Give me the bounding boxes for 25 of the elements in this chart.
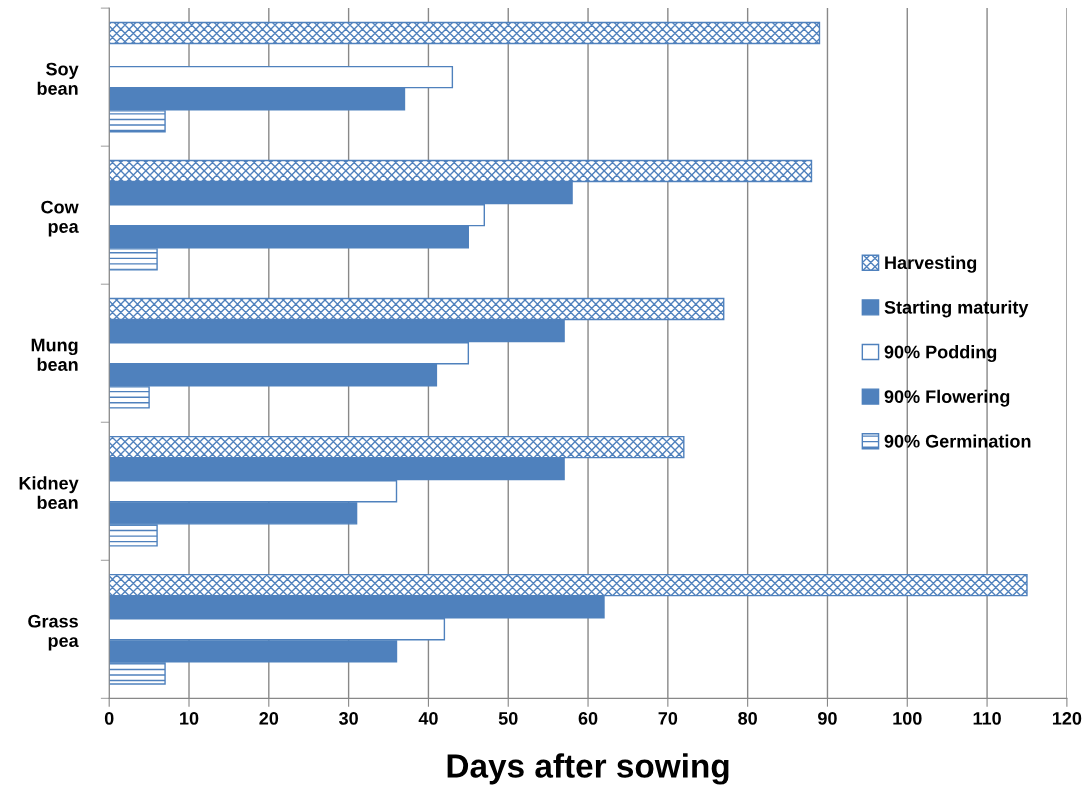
x-tick-label: 40: [418, 711, 438, 725]
x-tick-label: 50: [498, 711, 518, 725]
x-axis-title: Days after sowing: [447, 753, 729, 785]
x-tick-label: 0: [104, 711, 114, 725]
x-tick-label: 110: [973, 711, 1001, 725]
y-tick-label: Soy bean: [37, 62, 79, 95]
legend-label: 90% Germination: [884, 434, 1031, 448]
x-tick-label: 100: [893, 711, 922, 725]
legend-label: 90% Podding: [884, 345, 997, 363]
legend-label: Starting maturity: [884, 300, 1029, 318]
x-tick-label: 80: [738, 711, 757, 725]
y-tick-label: Mung bean: [31, 338, 78, 371]
y-tick-label: Cow pea: [41, 200, 79, 237]
x-tick-label: 60: [578, 711, 598, 725]
x-tick-label: 20: [259, 711, 279, 725]
y-tick-label: Grass pea: [28, 614, 79, 651]
x-tick-label: 70: [658, 711, 678, 725]
x-tick-label: 30: [339, 711, 358, 725]
x-tick-label: 90: [818, 711, 837, 725]
x-tick-label: 10: [180, 711, 199, 725]
y-tick-label: Kidney bean: [19, 476, 79, 510]
bar: [109, 21, 821, 45]
legend-label: Harvesting: [885, 255, 977, 273]
legend-label: 90% Flowering: [884, 389, 1010, 407]
x-tick-label: 120: [1052, 711, 1082, 725]
